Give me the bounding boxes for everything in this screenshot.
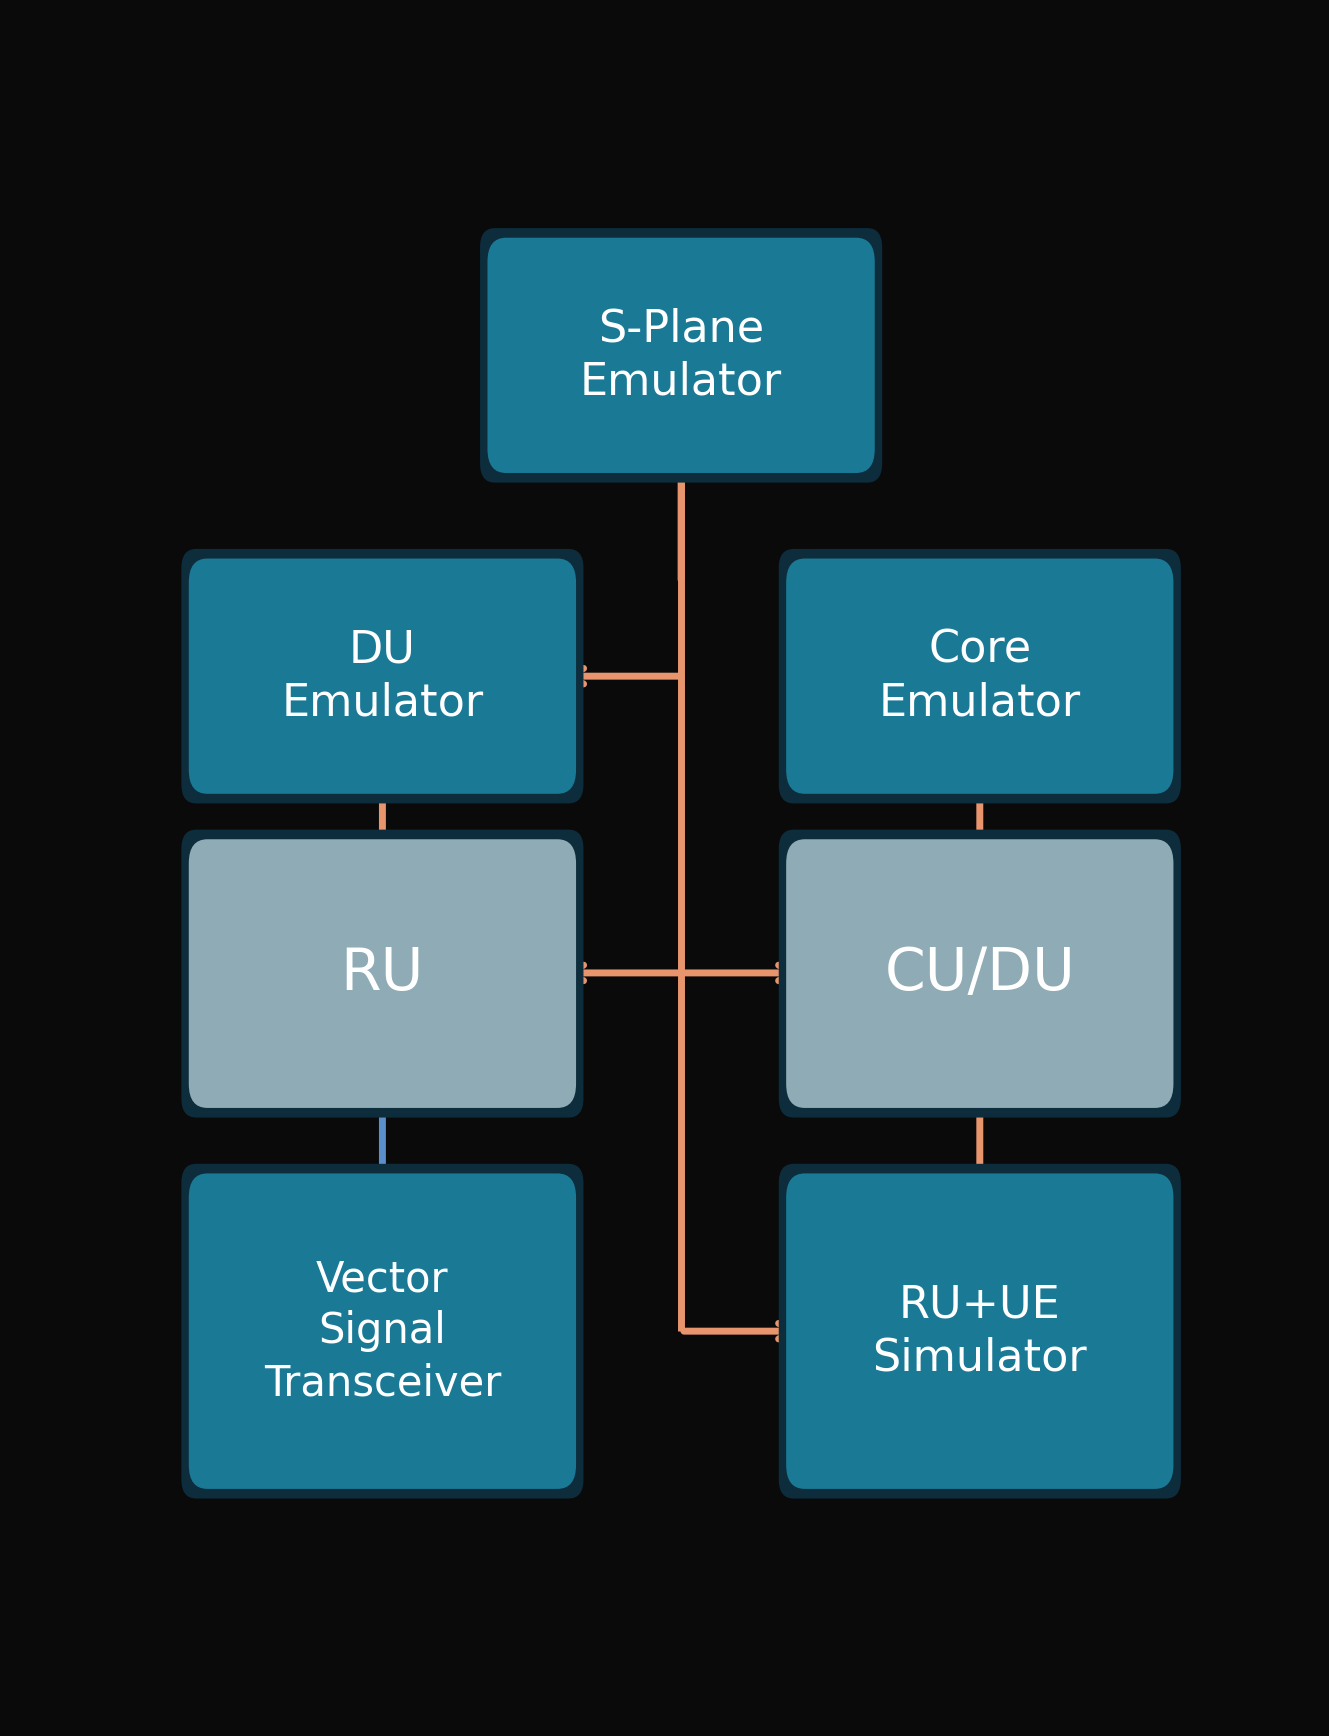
Text: Vector
Signal
Transceiver: Vector Signal Transceiver xyxy=(263,1259,501,1404)
FancyBboxPatch shape xyxy=(779,549,1181,804)
Text: S-Plane
Emulator: S-Plane Emulator xyxy=(579,307,783,403)
FancyBboxPatch shape xyxy=(480,227,882,483)
Text: RU+UE
Simulator: RU+UE Simulator xyxy=(872,1283,1087,1380)
FancyBboxPatch shape xyxy=(181,549,583,804)
FancyBboxPatch shape xyxy=(488,238,874,472)
FancyBboxPatch shape xyxy=(189,838,575,1108)
FancyBboxPatch shape xyxy=(787,1174,1174,1489)
Text: RU: RU xyxy=(340,944,424,1002)
FancyBboxPatch shape xyxy=(787,559,1174,793)
FancyBboxPatch shape xyxy=(181,830,583,1118)
FancyBboxPatch shape xyxy=(189,559,575,793)
Text: CU/DU: CU/DU xyxy=(884,944,1075,1002)
FancyBboxPatch shape xyxy=(189,1174,575,1489)
FancyBboxPatch shape xyxy=(779,830,1181,1118)
Text: DU
Emulator: DU Emulator xyxy=(282,628,484,724)
FancyBboxPatch shape xyxy=(181,1163,583,1498)
Text: Core
Emulator: Core Emulator xyxy=(878,628,1080,724)
FancyBboxPatch shape xyxy=(787,838,1174,1108)
FancyBboxPatch shape xyxy=(779,1163,1181,1498)
